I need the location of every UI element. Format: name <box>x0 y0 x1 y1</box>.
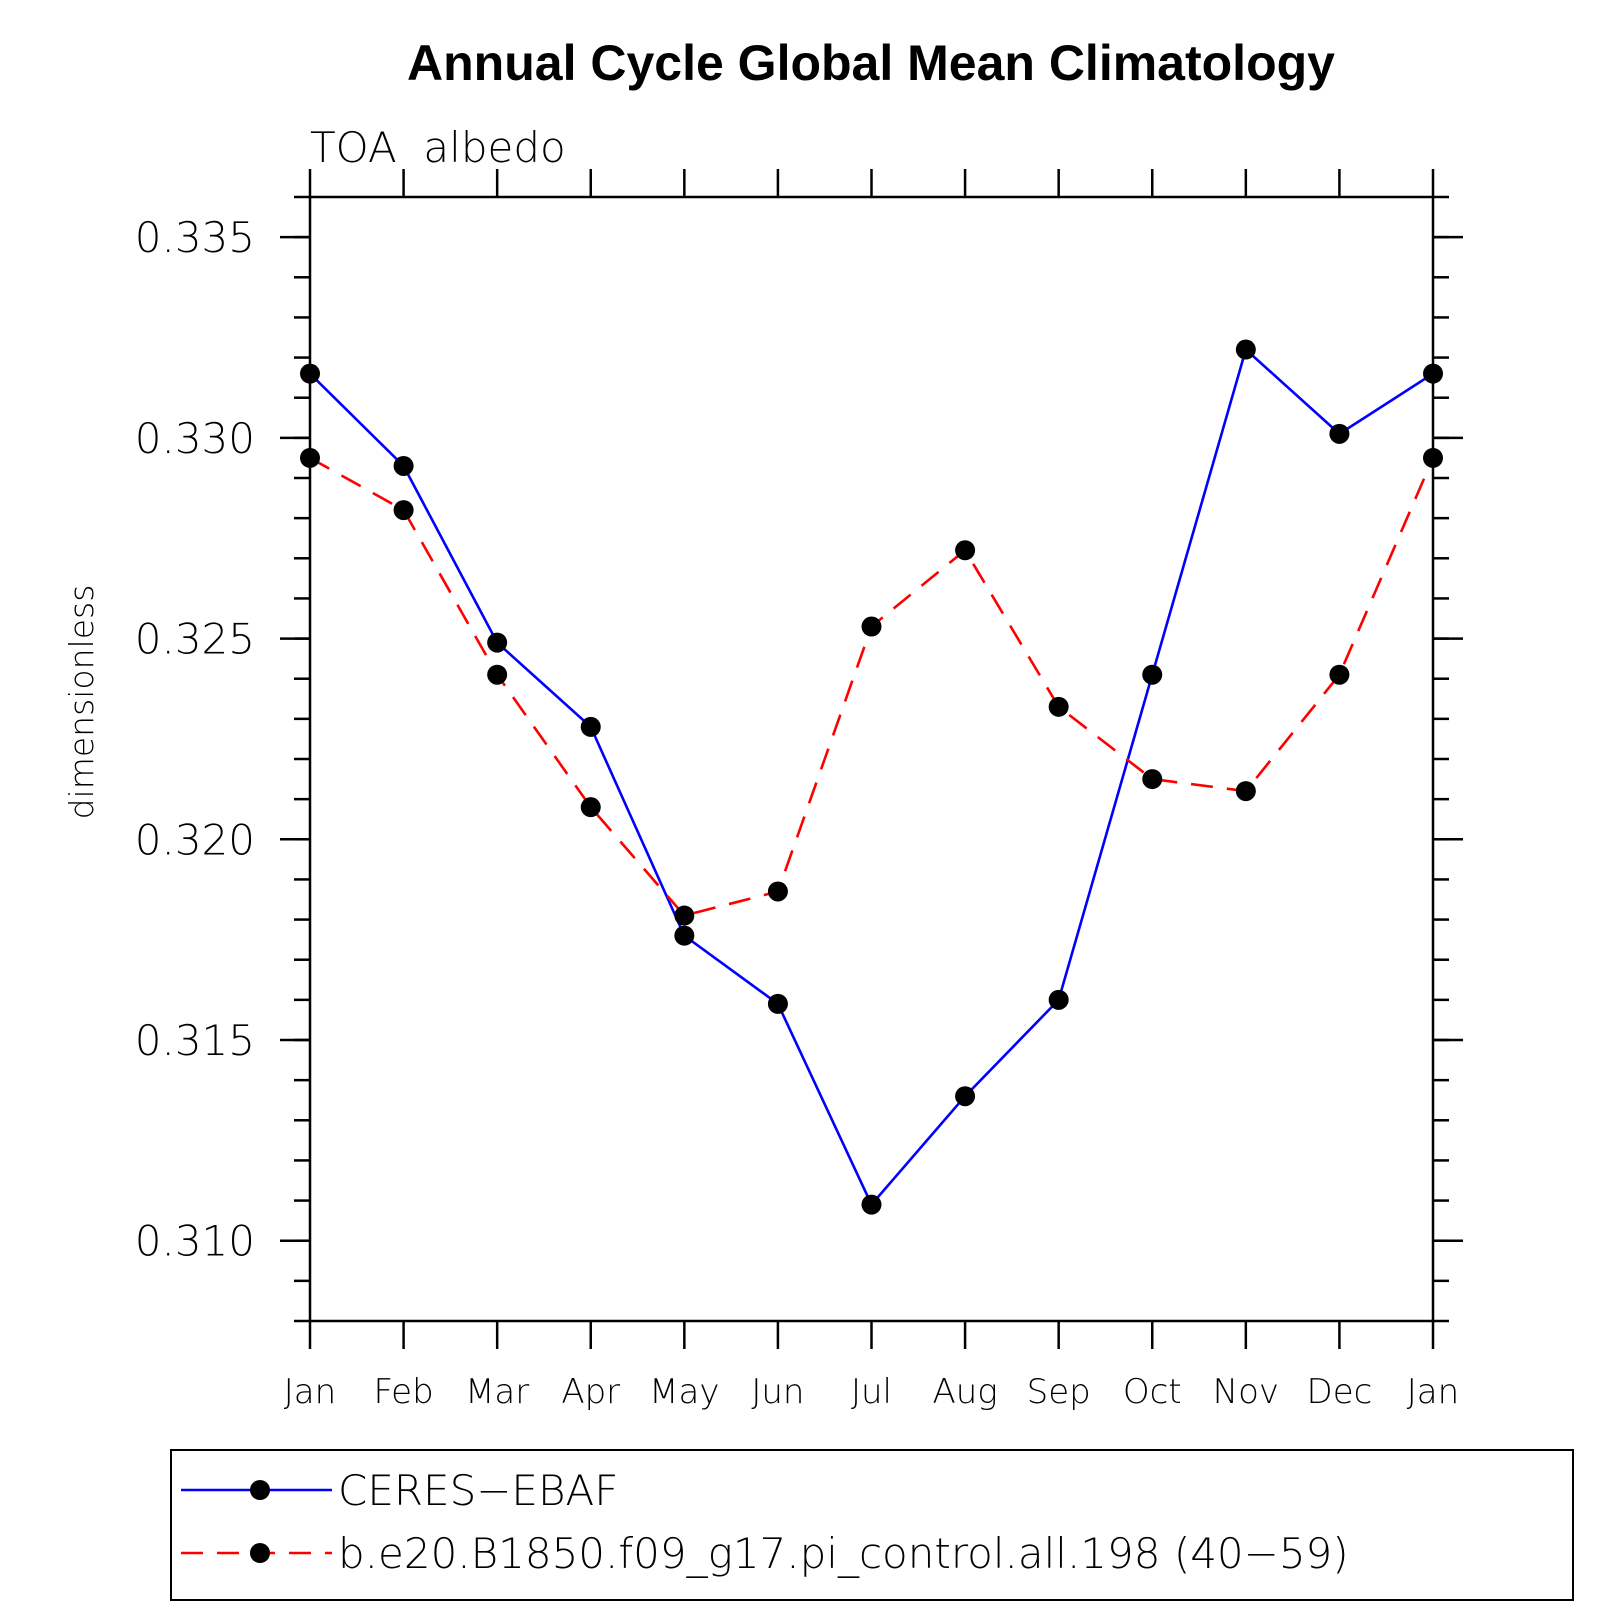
x-tick-label: Jul <box>851 1372 892 1412</box>
series-2-point <box>767 881 788 902</box>
x-tick-label: Jan <box>284 1372 336 1412</box>
y-tick-label: 0.315 <box>135 1016 255 1065</box>
y-tick-label: 0.310 <box>135 1217 255 1266</box>
series-1-point <box>393 455 414 476</box>
legend-box <box>170 1449 1574 1601</box>
series-2-point <box>1048 696 1069 717</box>
series-1-point <box>955 1086 976 1107</box>
legend: CERES−EBAF b.e20.B1850.f09_g17.pi_control… <box>181 1466 1349 1578</box>
series-1-point <box>1329 423 1350 444</box>
series-2-point <box>861 616 882 637</box>
legend-marker-2 <box>250 1543 270 1563</box>
x-tick-label: Aug <box>932 1372 997 1412</box>
y-tick-label: 0.320 <box>135 815 255 864</box>
series-1-point <box>487 632 508 653</box>
x-tick-label: Jan <box>1407 1372 1459 1412</box>
legend-marker-1 <box>250 1480 270 1500</box>
series-line-2 <box>309 456 1435 918</box>
axis-ticks: Jan Feb Mar Apr May Jun Jul Aug Sep Oct Nov Dec Jan 0… <box>135 169 1463 1412</box>
y-tick-label: 0.330 <box>135 414 255 463</box>
series-1-point <box>1423 363 1443 384</box>
series-2-point <box>1235 781 1256 802</box>
y-axis-label: dimensionless <box>62 585 101 820</box>
x-tick-label: Jun <box>751 1372 804 1412</box>
series-2-point <box>393 500 414 521</box>
legend-label-2: b.e20.B1850.f09_g17.pi_control.all.198 (… <box>338 1529 1349 1578</box>
series-1-point <box>767 993 788 1014</box>
x-tick-label: Feb <box>373 1372 433 1412</box>
series-line-1 <box>309 347 1434 1207</box>
series-1-point <box>580 716 601 737</box>
x-tick-label: Dec <box>1307 1372 1373 1412</box>
series-2-point <box>955 540 976 561</box>
x-tick-label: Mar <box>465 1372 529 1412</box>
series-2-point <box>300 447 320 468</box>
series-2-point <box>1329 664 1350 685</box>
x-tick-label: Nov <box>1213 1372 1279 1412</box>
chart-title: Annual Cycle Global Mean Climatology <box>407 35 1335 91</box>
series-2-point <box>1142 769 1163 790</box>
series-1-point <box>861 1194 882 1215</box>
series-1-point <box>674 925 695 946</box>
series-2-point <box>580 797 601 818</box>
series-1-point <box>300 363 320 384</box>
series-1-point <box>1048 989 1069 1010</box>
series-2-point <box>674 905 695 926</box>
y-tick-label: 0.335 <box>135 213 255 262</box>
series-layer <box>300 339 1443 1215</box>
x-tick-label: May <box>649 1372 719 1412</box>
x-tick-label: Apr <box>561 1372 620 1412</box>
series-2-point <box>1423 447 1443 468</box>
chart-subtitle: TOA albedo <box>310 123 566 172</box>
series-1-point <box>1235 339 1256 360</box>
y-tick-label: 0.325 <box>135 615 255 664</box>
series-1-point <box>1142 664 1163 685</box>
legend-label-1: CERES−EBAF <box>338 1466 618 1515</box>
x-tick-label: Oct <box>1123 1372 1182 1412</box>
x-tick-label: Sep <box>1027 1372 1091 1412</box>
series-2-point <box>487 664 508 685</box>
